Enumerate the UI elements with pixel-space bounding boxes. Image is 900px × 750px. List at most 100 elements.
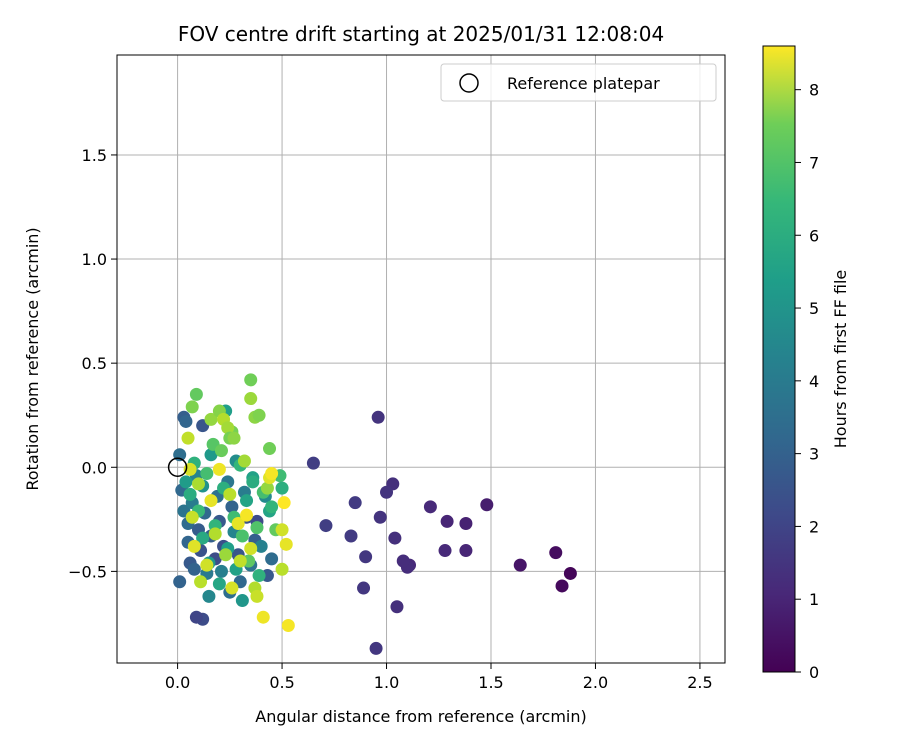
legend: Reference platepar xyxy=(440,63,717,102)
data-point xyxy=(196,531,210,545)
colorbar-label: Hours from first FF file xyxy=(831,270,850,449)
y-tick-label: 1.0 xyxy=(82,250,107,269)
data-point xyxy=(459,544,473,558)
data-point xyxy=(240,508,254,522)
data-point xyxy=(396,554,410,568)
data-point xyxy=(204,412,218,426)
data-point xyxy=(235,594,249,608)
data-point xyxy=(423,500,437,514)
data-point xyxy=(227,431,241,445)
data-point xyxy=(260,481,274,495)
data-point xyxy=(265,467,279,481)
data-point xyxy=(390,600,404,614)
data-point xyxy=(204,448,218,462)
colorbar-gradient xyxy=(762,45,796,673)
data-point xyxy=(306,456,320,470)
colorbar-tick-label: 4 xyxy=(809,372,819,391)
data-point xyxy=(357,581,371,595)
data-point xyxy=(256,610,270,624)
data-point xyxy=(212,462,226,476)
y-tick-label: −0.5 xyxy=(68,562,107,581)
data-point xyxy=(263,442,277,456)
data-point xyxy=(279,537,293,551)
data-point xyxy=(265,500,279,514)
reference-point xyxy=(167,457,188,478)
data-point xyxy=(191,477,205,491)
data-point xyxy=(204,494,218,508)
legend-box xyxy=(440,63,717,102)
data-point xyxy=(252,569,266,583)
data-point xyxy=(252,408,266,422)
data-point xyxy=(194,575,208,589)
y-axis: −0.5 0.0 0.5 1.0 1.5 xyxy=(68,146,117,581)
data-point xyxy=(225,581,239,595)
colorbar-tick-label: 0 xyxy=(809,663,819,682)
data-point xyxy=(200,467,214,481)
data-point xyxy=(235,529,249,543)
data-point xyxy=(371,410,385,424)
data-point xyxy=(244,392,258,406)
colorbar-tick-label: 6 xyxy=(809,226,819,245)
data-point xyxy=(208,527,222,541)
data-point xyxy=(187,562,201,576)
data-point xyxy=(244,373,258,387)
y-tick-label: 0.5 xyxy=(82,354,107,373)
colorbar: 0 1 2 3 4 5 6 7 8 Hours from first FF file xyxy=(762,45,850,682)
data-point xyxy=(233,554,247,568)
x-axis-label: Angular distance from reference (arcmin) xyxy=(255,707,586,726)
data-point xyxy=(200,558,214,572)
colorbar-tick-label: 8 xyxy=(809,81,819,100)
data-point xyxy=(275,481,289,495)
chart-title: FOV centre drift starting at 2025/01/31 … xyxy=(178,22,664,46)
legend-marker xyxy=(459,73,479,93)
data-point xyxy=(359,550,373,564)
data-point xyxy=(221,421,235,435)
data-point xyxy=(187,539,201,553)
data-point xyxy=(380,485,394,499)
data-point xyxy=(563,566,577,580)
data-point xyxy=(250,521,264,535)
colorbar-tick-label: 1 xyxy=(809,590,819,609)
data-point xyxy=(240,494,254,508)
data-point xyxy=(275,523,289,537)
data-point xyxy=(237,454,251,468)
data-point xyxy=(388,531,402,545)
data-point xyxy=(185,400,199,414)
data-point xyxy=(183,487,197,501)
data-point xyxy=(212,577,226,591)
data-point xyxy=(348,496,362,510)
data-point xyxy=(254,539,268,553)
colorbar-tick-label: 7 xyxy=(809,153,819,172)
data-point xyxy=(459,516,473,530)
y-tick-label: 0.0 xyxy=(82,458,107,477)
data-points xyxy=(173,373,577,655)
data-point xyxy=(319,519,333,533)
data-point xyxy=(281,619,295,633)
x-tick-label: 0.5 xyxy=(269,673,294,692)
data-point xyxy=(344,529,358,543)
plot-frame xyxy=(116,54,726,664)
data-point xyxy=(513,558,527,572)
colorbar-tick-label: 5 xyxy=(809,299,819,318)
data-point xyxy=(373,510,387,524)
data-point xyxy=(179,414,193,428)
data-point xyxy=(480,498,494,512)
data-point xyxy=(369,641,383,655)
x-tick-label: 1.0 xyxy=(374,673,399,692)
data-point xyxy=(549,546,563,560)
legend-entry-label: Reference platepar xyxy=(507,74,660,93)
data-point xyxy=(438,544,452,558)
colorbar-ticks: 0 1 2 3 4 5 6 7 8 xyxy=(795,81,819,682)
data-point xyxy=(219,548,233,562)
y-axis-label: Rotation from reference (arcmin) xyxy=(23,227,42,490)
data-point xyxy=(179,475,193,489)
data-point xyxy=(277,496,291,510)
colorbar-tick-label: 3 xyxy=(809,445,819,464)
data-point xyxy=(555,579,569,593)
data-point xyxy=(246,475,260,489)
data-point xyxy=(244,541,258,555)
data-point xyxy=(231,516,245,530)
data-point xyxy=(223,487,237,501)
data-point xyxy=(202,589,216,603)
